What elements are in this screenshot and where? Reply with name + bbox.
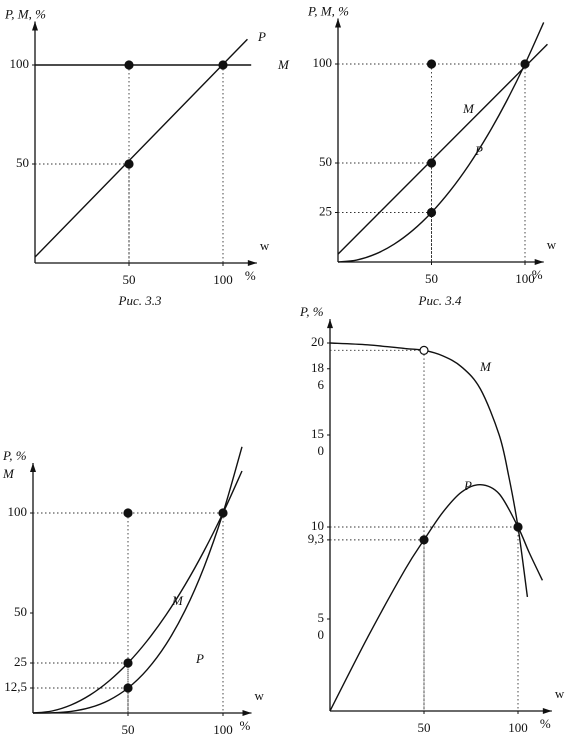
- y-tick-label: 25: [14, 654, 27, 669]
- series-label: M: [479, 359, 492, 374]
- y-tick-label: 100: [313, 55, 333, 70]
- marker: [124, 60, 134, 70]
- curve: [32, 446, 243, 714]
- curve: [337, 22, 545, 263]
- series-label: P: [474, 143, 483, 158]
- chart-panel: P, M, % w% 50 100 25 50 100 M P Рис. 3.4: [307, 3, 557, 308]
- marker: [520, 59, 530, 69]
- x-tick-label: 100: [213, 272, 233, 287]
- y-tick-label: 50: [319, 154, 332, 169]
- y-tick-label: 15 0: [311, 426, 324, 458]
- curve: [337, 43, 548, 255]
- y-tick-label: 20: [311, 334, 324, 349]
- x-tick-label: 100: [515, 271, 535, 286]
- chart-panel: P, M, % w% 50 100 50 100 PM Рис. 3.3: [4, 6, 290, 308]
- x-axis-unit: %: [240, 718, 251, 733]
- x-axis-unit: %: [540, 716, 551, 731]
- chart-panel: P, % Mw% 50 100 12,5 25 50 100 M P: [2, 446, 265, 737]
- y-axis-arrow: [32, 21, 38, 31]
- chart-panel: P, % w% 50 100 20 18 6 15 0 109,3 5 0 M P: [299, 304, 565, 735]
- marker: [123, 683, 133, 693]
- x-axis-label: w: [260, 238, 270, 253]
- y-tick-label: 50: [16, 155, 29, 170]
- y-axis-arrow: [327, 319, 333, 329]
- x-axis-arrow: [542, 708, 552, 714]
- curve: [329, 483, 544, 712]
- y-axis-label: P, M, %: [307, 3, 349, 18]
- marker: [419, 345, 429, 355]
- y-tick-label: 12,5: [4, 679, 27, 694]
- x-axis-arrow: [534, 259, 544, 265]
- x-tick-label: 50: [425, 271, 438, 286]
- x-axis-unit: %: [245, 268, 256, 283]
- x-tick-label: 50: [418, 720, 431, 735]
- x-tick-label: 50: [123, 272, 136, 287]
- x-tick-label: 100: [213, 722, 233, 737]
- x-tick-label: 50: [122, 722, 135, 737]
- curve: [34, 38, 248, 258]
- series-label: P: [463, 478, 472, 493]
- marker: [419, 535, 429, 545]
- curve: [329, 342, 529, 598]
- y-tick-label: 10: [311, 518, 324, 533]
- y-tick-label: 50: [14, 604, 27, 619]
- x-axis-label: w: [255, 688, 265, 703]
- x-axis-unit: %: [532, 267, 543, 282]
- x-axis-label: w: [547, 237, 557, 252]
- marker: [218, 508, 228, 518]
- y-axis-label: P, %: [299, 304, 324, 319]
- y-axis-label: P, M, %: [4, 6, 46, 21]
- y-tick-label: 100: [8, 504, 28, 519]
- series-label: M: [462, 101, 475, 116]
- series-label: M: [171, 593, 184, 608]
- x-axis-arrow: [242, 710, 252, 716]
- series-label: P: [257, 29, 266, 44]
- marker: [426, 207, 437, 218]
- x-axis-label: w: [555, 686, 565, 701]
- x-axis-arrow: [247, 260, 257, 266]
- y-axis-arrow: [335, 18, 341, 28]
- marker: [123, 658, 133, 668]
- marker: [513, 522, 523, 532]
- series-label: M: [277, 57, 290, 72]
- y-tick-label: 25: [319, 203, 332, 218]
- marker: [124, 159, 134, 169]
- caption: Рис. 3.3: [118, 293, 162, 308]
- marker: [426, 158, 437, 168]
- curve: [32, 470, 243, 714]
- marker: [218, 60, 228, 70]
- y-tick-label: 9,3: [308, 531, 324, 546]
- y-axis-label: P, %: [2, 448, 27, 463]
- y-axis-label: M: [2, 466, 15, 481]
- caption: Рис. 3.4: [418, 293, 462, 308]
- x-tick-label: 100: [508, 720, 528, 735]
- marker: [426, 59, 437, 69]
- marker: [123, 508, 133, 518]
- y-axis-arrow: [30, 463, 36, 472]
- y-tick-label: 100: [10, 56, 30, 71]
- y-tick-label: 18 6: [311, 360, 325, 392]
- series-label: P: [195, 651, 204, 666]
